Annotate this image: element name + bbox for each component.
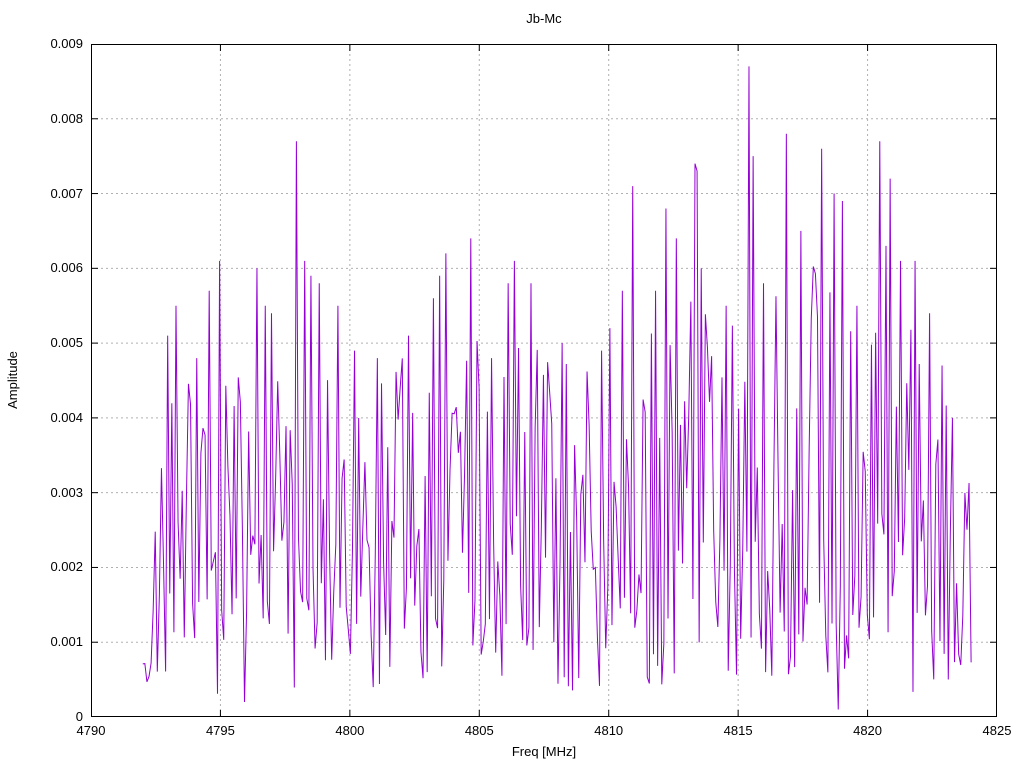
plot-area: [91, 44, 997, 717]
y-tick-label: 0.004: [50, 409, 83, 425]
y-tick-label: 0.003: [50, 484, 83, 500]
y-axis-title: Amplitude: [5, 351, 20, 409]
y-tick-label: 0: [75, 709, 83, 724]
x-tick-label: 4805: [464, 723, 494, 738]
y-tick-label: 0.001: [50, 634, 83, 650]
y-tick-label: 0.009: [50, 36, 83, 51]
x-tick-label: 4825: [982, 723, 1012, 738]
x-tick-label: 4820: [853, 723, 883, 738]
x-axis-title: Freq [MHz]: [511, 744, 577, 759]
y-tick-label: 0.005: [50, 335, 83, 351]
y-tick-label: 0.008: [50, 110, 83, 126]
y-tick-label: 0.006: [50, 260, 83, 276]
y-tick-label: 0.002: [50, 559, 83, 575]
x-tick-label: 4790: [76, 723, 106, 738]
x-tick-label: 4810: [594, 723, 624, 738]
plot-border: [91, 44, 997, 717]
x-tick-label: 4795: [205, 723, 235, 738]
x-tick-label: 4815: [723, 723, 753, 738]
chart-title: Jb-Mc: [526, 11, 562, 26]
series-line: [142, 66, 972, 710]
x-tick-label: 4800: [335, 723, 365, 738]
y-tick-label: 0.007: [50, 185, 83, 201]
